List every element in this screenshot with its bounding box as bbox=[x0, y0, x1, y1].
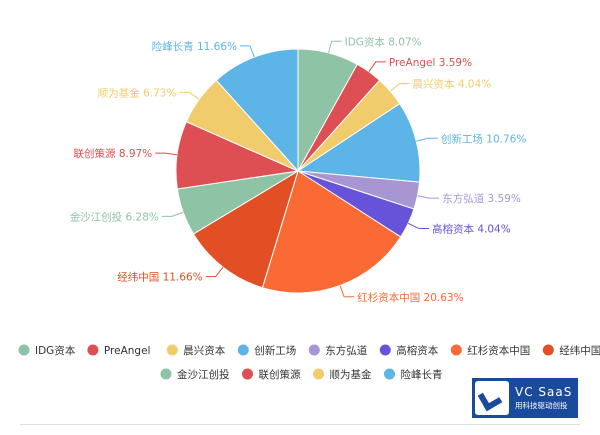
logo-mark-icon bbox=[475, 381, 509, 415]
label-leader-line bbox=[161, 211, 184, 217]
legend-label[interactable]: 顺为基金 bbox=[330, 368, 372, 381]
legend-label[interactable]: 联创策源 bbox=[259, 368, 301, 381]
slice-label: 创新工场 10.76% bbox=[441, 132, 526, 145]
pie-slice bbox=[296, 102, 421, 183]
legend-swatch[interactable] bbox=[18, 344, 30, 356]
legend-swatch[interactable] bbox=[542, 344, 554, 356]
divider bbox=[20, 424, 580, 425]
slice-label: 东方弘道 3.59% bbox=[442, 192, 521, 205]
legend-swatch[interactable] bbox=[384, 368, 395, 380]
legend-swatch[interactable] bbox=[237, 344, 249, 356]
slice-labels: IDG资本 8.07% PreAngel 3.59% 晨兴资本 4.04% 创新工场 … bbox=[70, 35, 527, 303]
slice-label: 顺为基金 6.73% bbox=[98, 86, 177, 99]
slice-label: 联创策源 8.97% bbox=[73, 147, 152, 160]
legend-label[interactable]: 高榕资本 bbox=[396, 344, 438, 357]
slice-label: 险峰长青 11.66% bbox=[152, 40, 237, 53]
slice-label: 金沙江创投 6.28% bbox=[70, 210, 159, 223]
legend-label[interactable]: PreAngel bbox=[104, 345, 151, 357]
label-leader-line bbox=[328, 40, 342, 54]
legend-swatch[interactable] bbox=[87, 344, 99, 356]
slice-label: 红杉资本中国 20.63% bbox=[357, 291, 463, 304]
label-leader-line bbox=[407, 222, 430, 230]
logo-title: VC SaaS bbox=[515, 385, 573, 399]
slice-label: IDG资本 8.07% bbox=[345, 35, 422, 48]
legend-label[interactable]: 东方弘道 bbox=[325, 344, 367, 357]
slice-label: 经纬中国 11.66% bbox=[117, 271, 202, 284]
legend-label[interactable]: 险峰长青 bbox=[401, 368, 443, 381]
slice-label: 高榕资本 4.04% bbox=[432, 223, 511, 236]
label-leader-line bbox=[417, 195, 440, 199]
legend-swatch[interactable] bbox=[313, 368, 324, 380]
label-leader-line bbox=[339, 285, 355, 298]
legend-swatch[interactable] bbox=[160, 368, 172, 380]
legend-label[interactable]: 创新工场 bbox=[254, 344, 296, 357]
legend-swatch[interactable] bbox=[242, 368, 253, 380]
legend-label[interactable]: 金沙江创投 bbox=[177, 368, 230, 381]
legend-label[interactable]: IDG资本 bbox=[35, 344, 76, 357]
label-leader-line bbox=[368, 61, 386, 72]
slice-label: PreAngel 3.59% bbox=[389, 57, 472, 69]
legend-swatch[interactable] bbox=[308, 344, 320, 356]
label-leader-line bbox=[416, 137, 438, 142]
label-leader-line bbox=[155, 152, 178, 156]
slice-label: 晨兴资本 4.04% bbox=[412, 78, 491, 91]
legend-label[interactable]: 红杉资本中国 bbox=[467, 344, 530, 357]
chart-legend: IDG资本 PreAngel 晨兴资本 创新工场 东方弘道 高榕资本 红杉资本中国 经纬中国金… bbox=[18, 344, 600, 381]
legend-label[interactable]: 经纬中国 bbox=[559, 344, 600, 357]
legend-swatch[interactable] bbox=[166, 344, 178, 356]
label-leader-line bbox=[205, 266, 224, 278]
label-leader-line bbox=[240, 45, 255, 58]
legend-label[interactable]: 晨兴资本 bbox=[183, 344, 225, 357]
legend-swatch[interactable] bbox=[379, 344, 391, 356]
label-leader-line bbox=[179, 91, 200, 100]
legend-swatch[interactable] bbox=[450, 344, 462, 356]
vc-saas-logo: VC SaaS 用科技驱动创投 bbox=[472, 378, 578, 418]
pie-slices bbox=[175, 48, 421, 294]
label-leader-line bbox=[390, 83, 410, 92]
logo-subtitle: 用科技驱动创投 bbox=[515, 401, 568, 410]
